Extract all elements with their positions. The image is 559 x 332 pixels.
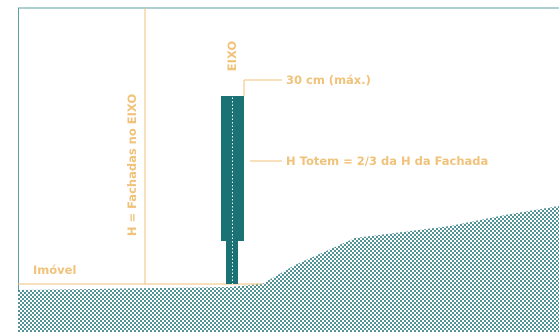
height-axis-label: H = Fachadas no EIXO	[125, 94, 139, 236]
ground-terrain	[18, 206, 559, 332]
max-width-label: 30 cm (máx.)	[286, 73, 371, 87]
property-label: Imóvel	[33, 263, 76, 277]
axis-label: EIXO	[225, 41, 239, 72]
totem-height-label: H Totem = 2/3 da H da Fachada	[286, 154, 488, 168]
